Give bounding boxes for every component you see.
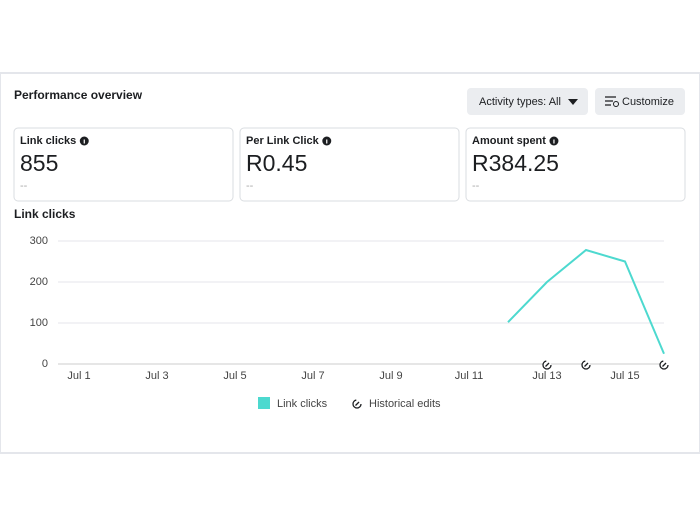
card-delta: -- <box>246 180 254 192</box>
legend-label: Link clicks <box>277 398 328 410</box>
edit-markers <box>352 360 669 409</box>
edit-icon <box>355 401 360 406</box>
x-tick-label: Jul 7 <box>301 370 324 382</box>
button-bg <box>467 88 588 115</box>
card-value: 855 <box>20 150 58 176</box>
x-tick-label: Jul 9 <box>379 370 402 382</box>
info-icon <box>83 139 85 144</box>
x-tick-label: Jul 5 <box>223 370 246 382</box>
x-tick-label: Jul 3 <box>145 370 168 382</box>
x-tick-label: Jul 11 <box>455 370 484 382</box>
legend-swatch <box>258 397 270 409</box>
y-tick-label: 300 <box>30 235 48 247</box>
y-tick-label: 100 <box>30 317 48 329</box>
card-label: Link clicks <box>20 135 76 147</box>
edit-icon <box>662 362 667 367</box>
card-delta: -- <box>20 180 28 192</box>
button-label: Customize <box>622 96 674 108</box>
legend-label: Historical edits <box>369 398 441 410</box>
info-icon <box>553 139 555 144</box>
metric-card <box>239 127 460 202</box>
button-bg <box>595 88 685 115</box>
customize-icon <box>613 101 619 107</box>
panel-title: Performance overview <box>14 88 143 102</box>
customize-icon <box>605 96 616 106</box>
card-label: Amount spent <box>472 135 546 147</box>
x-tick-label: Jul 1 <box>67 370 90 382</box>
dropdown-arrow <box>568 99 578 105</box>
x-tick-label: Jul 15 <box>610 370 639 382</box>
metric-card <box>465 127 686 202</box>
filter-button[interactable]: Activity types: All <box>467 88 588 115</box>
card-delta: -- <box>472 180 480 192</box>
customize-button[interactable]: Customize <box>595 88 685 115</box>
info-icon <box>326 139 328 144</box>
y-tick-label: 200 <box>30 276 48 288</box>
metric-card <box>13 127 234 202</box>
line-series <box>507 248 665 355</box>
x-tick-label: Jul 13 <box>532 370 561 382</box>
y-tick-label: 0 <box>42 358 48 370</box>
chart-title: Link clicks <box>14 207 76 221</box>
card-value: R384.25 <box>472 150 559 176</box>
card-label: Per Link Click <box>246 135 320 147</box>
edit-icon <box>584 362 589 367</box>
edit-icon <box>545 362 550 367</box>
button-label: Activity types: All <box>479 96 561 108</box>
card-value: R0.45 <box>246 150 307 176</box>
